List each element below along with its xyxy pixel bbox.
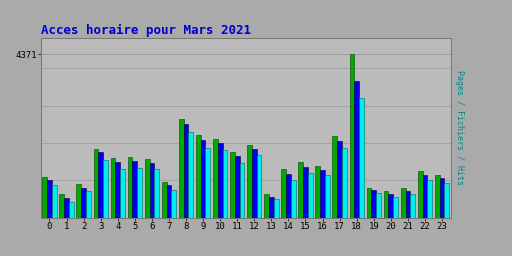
Bar	[205, 148, 210, 218]
Bar	[120, 169, 125, 218]
Bar	[184, 123, 188, 218]
Bar	[137, 168, 142, 218]
Bar	[440, 178, 444, 218]
Bar	[444, 183, 449, 218]
Bar	[133, 161, 137, 218]
Bar	[354, 81, 359, 218]
Bar	[103, 161, 108, 218]
Bar	[410, 195, 415, 218]
Y-axis label: Pages / Fichiers / Hits: Pages / Fichiers / Hits	[455, 70, 464, 186]
Bar	[274, 199, 279, 218]
Bar	[252, 149, 257, 218]
Bar	[64, 198, 69, 218]
Bar	[315, 166, 320, 218]
Bar	[179, 119, 184, 218]
Bar	[383, 191, 389, 218]
Bar	[240, 163, 244, 218]
Bar	[286, 174, 291, 218]
Bar	[230, 152, 235, 218]
Bar	[325, 175, 330, 218]
Bar	[111, 158, 115, 218]
Bar	[422, 175, 428, 218]
Bar	[201, 140, 205, 218]
Bar	[303, 167, 308, 218]
Bar	[150, 163, 154, 218]
Bar	[235, 156, 240, 218]
Bar	[435, 175, 440, 218]
Bar	[247, 145, 252, 218]
Bar	[359, 98, 364, 218]
Bar	[298, 162, 303, 218]
Bar	[320, 170, 325, 218]
Bar	[281, 169, 286, 218]
Bar	[401, 188, 406, 218]
Bar	[269, 197, 274, 218]
Bar	[196, 135, 201, 218]
Bar	[213, 139, 218, 218]
Bar	[86, 191, 91, 218]
Bar	[166, 186, 172, 218]
Bar	[342, 148, 347, 218]
Bar	[337, 141, 342, 218]
Bar	[42, 177, 47, 218]
Bar	[393, 197, 398, 218]
Bar	[389, 194, 393, 218]
Bar	[76, 184, 81, 218]
Bar	[376, 193, 381, 218]
Bar	[127, 157, 133, 218]
Bar	[59, 195, 64, 218]
Bar	[332, 136, 337, 218]
Bar	[188, 132, 193, 218]
Bar	[52, 186, 57, 218]
Bar	[154, 169, 159, 218]
Bar	[418, 171, 422, 218]
Bar	[371, 190, 376, 218]
Bar	[291, 180, 295, 218]
Text: Acces horaire pour Mars 2021: Acces horaire pour Mars 2021	[41, 24, 251, 37]
Bar	[94, 148, 98, 218]
Bar	[367, 188, 371, 218]
Bar	[81, 188, 86, 218]
Bar	[218, 143, 223, 218]
Bar	[223, 150, 227, 218]
Bar	[264, 194, 269, 218]
Bar	[98, 152, 103, 218]
Bar	[69, 201, 74, 218]
Bar	[145, 159, 150, 218]
Bar	[406, 191, 410, 218]
Bar	[47, 180, 52, 218]
Bar	[350, 55, 354, 218]
Bar	[115, 162, 120, 218]
Bar	[162, 182, 166, 218]
Bar	[257, 155, 262, 218]
Bar	[172, 190, 176, 218]
Bar	[428, 180, 432, 218]
Bar	[308, 173, 313, 218]
